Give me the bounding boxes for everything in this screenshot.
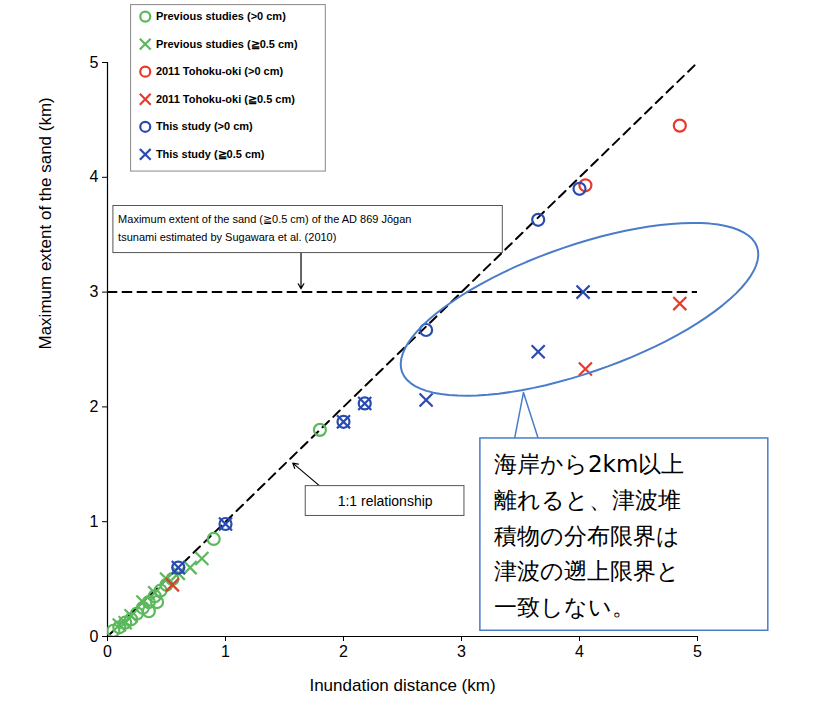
svg-text:2011 Tohoku-oki (>0 cm): 2011 Tohoku-oki (>0 cm) xyxy=(156,65,284,77)
svg-text:This study (>0 cm): This study (>0 cm) xyxy=(156,120,253,132)
svg-text:2011 Tohoku-oki (≧0.5 cm): 2011 Tohoku-oki (≧0.5 cm) xyxy=(156,93,295,105)
svg-text:3: 3 xyxy=(90,283,99,300)
svg-text:Inundation distance (km): Inundation distance (km) xyxy=(309,676,495,695)
svg-text:Maximum extent of the sand (≧0: Maximum extent of the sand (≧0.5 cm) of … xyxy=(118,213,411,243)
svg-text:0: 0 xyxy=(90,628,99,645)
svg-text:1:1 relationship: 1:1 relationship xyxy=(338,493,433,509)
svg-text:3: 3 xyxy=(457,643,466,660)
svg-text:1: 1 xyxy=(221,643,230,660)
svg-text:4: 4 xyxy=(575,643,584,660)
svg-text:0: 0 xyxy=(103,643,112,660)
svg-text:4: 4 xyxy=(90,168,99,185)
svg-text:5: 5 xyxy=(693,643,702,660)
svg-text:Maximum extent of the sand (km: Maximum extent of the sand (km) xyxy=(36,97,55,349)
svg-text:This study (≧0.5 cm): This study (≧0.5 cm) xyxy=(156,148,265,160)
svg-text:Previous studies (>0 cm): Previous studies (>0 cm) xyxy=(156,10,286,22)
svg-text:2: 2 xyxy=(90,398,99,415)
svg-text:5: 5 xyxy=(90,54,99,71)
svg-text:海岸から2km以上離れると、津波堆積物の分布限界は津波の遡上: 海岸から2km以上離れると、津波堆積物の分布限界は津波の遡上限界と一致しない。 xyxy=(494,451,684,620)
svg-text:1: 1 xyxy=(90,513,99,530)
svg-text:2: 2 xyxy=(339,643,348,660)
svg-text:Previous studies (≧0.5 cm): Previous studies (≧0.5 cm) xyxy=(156,38,298,50)
